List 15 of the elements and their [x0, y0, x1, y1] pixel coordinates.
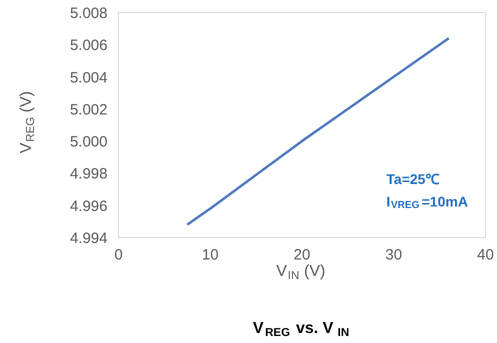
- y-tick-label: 5.000: [70, 134, 108, 151]
- x-tick-label: 0: [114, 246, 123, 264]
- x-tick-label: 40: [477, 246, 494, 264]
- y-tick-label: 5.002: [70, 101, 108, 118]
- annotation: Ta=25℃: [386, 171, 440, 187]
- y-tick-label: 4.998: [70, 166, 108, 183]
- x-tick-label: 30: [385, 246, 402, 264]
- x-tick-label: 10: [202, 246, 219, 264]
- y-tick-label: 4.994: [70, 230, 108, 247]
- y-tick-label: 5.004: [70, 69, 108, 86]
- y-tick-label: 5.008: [70, 5, 108, 22]
- x-tick-label: 20: [294, 246, 310, 264]
- y-tick-label: 5.006: [70, 37, 108, 54]
- y-axis-title: VREG (V): [18, 91, 37, 154]
- y-tick-label: 4.996: [70, 198, 108, 215]
